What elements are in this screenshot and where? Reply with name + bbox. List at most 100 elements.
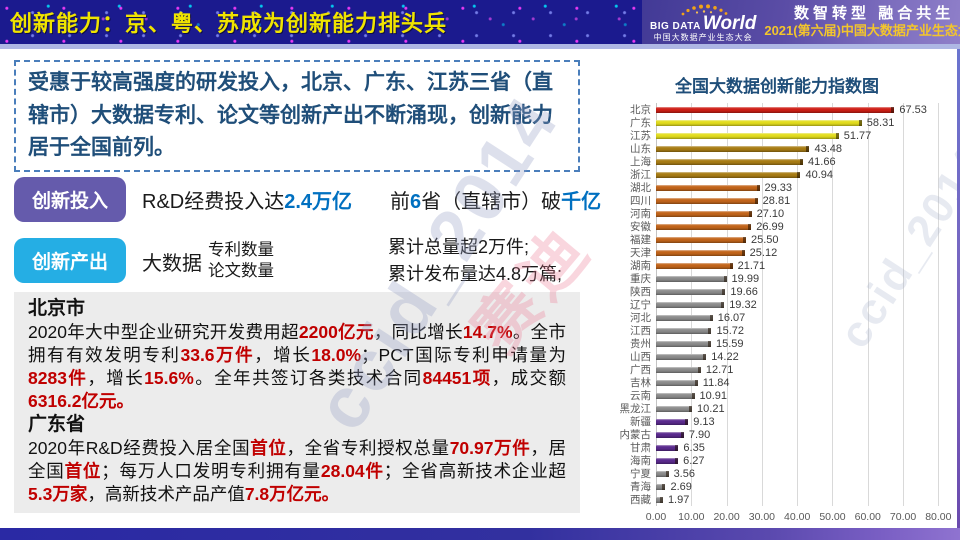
output-stats-line: 大数据 专利数量 论文数量: [142, 238, 274, 284]
investment-stat-1: R&D经费投入达2.4万亿: [142, 185, 352, 214]
text-segment: ；全省高新技术企业超: [383, 461, 567, 481]
paper-total-text: 累计发布量达4.8万篇;: [388, 264, 563, 284]
highlight-value: 首位: [64, 461, 102, 481]
region-details-box: 北京市 2020年大中型企业研究开发费用超2200亿元，同比增长14.7%。全市…: [14, 292, 580, 513]
bar: [656, 379, 698, 386]
bar-category-label: 重庆: [630, 273, 651, 285]
chart-bar-row: 广西 12.71: [598, 363, 956, 377]
highlight-value: 15.6%: [144, 368, 194, 388]
text-segment: ，成交额: [491, 368, 567, 388]
text-segment: ，居全国: [28, 438, 567, 481]
chart-bar-row: 内蒙古 7.90: [598, 428, 956, 442]
logo-subtitle: 中国大数据产业生态大会: [653, 33, 753, 42]
x-axis-tick: 50.00: [819, 511, 846, 523]
bar-value-label: 15.59: [716, 337, 744, 350]
bar-value-label: 6.27: [683, 454, 705, 467]
chart-bar-row: 江苏 51.77: [598, 129, 956, 143]
bar: [656, 353, 707, 360]
bar: [656, 262, 733, 269]
conference-slogans: 数智转型 融合共生 2021(第六届)中国大数据产业生态大会: [764, 5, 960, 40]
innovation-investment-badge: 创新投入: [14, 177, 126, 222]
bar-category-label: 四川: [630, 195, 651, 207]
highlight-value: 70.97万件: [449, 438, 531, 458]
gridline: [867, 103, 869, 506]
bar-category-label: 浙江: [630, 169, 651, 181]
chart-bar-row: 天津 25.12: [598, 246, 956, 260]
investment-stat-2: 前6省（直辖市）破千亿: [390, 185, 601, 214]
bar: [656, 340, 712, 347]
text-segment: ，全省专利授权总量: [286, 438, 450, 458]
highlight-value: 8283件: [28, 368, 88, 388]
page-title: 创新能力：京、粤、苏成为创新能力排头兵: [10, 11, 448, 36]
bar: [656, 392, 695, 399]
highlight-value: 千亿: [561, 191, 602, 213]
bar-category-label: 江苏: [630, 130, 651, 142]
chart-bar-row: 四川 28.81: [598, 194, 956, 208]
beijing-heading: 北京市: [28, 298, 86, 319]
chart-bar-row: 新疆 9.13: [598, 415, 956, 429]
bar-value-label: 27.10: [756, 207, 785, 220]
bar-category-label: 吉林: [630, 377, 651, 389]
innovation-output-badge: 创新产出: [14, 238, 126, 283]
x-axis-tick: 70.00: [889, 511, 917, 523]
highlight-value: 14.7%: [462, 322, 513, 342]
bar: [656, 470, 669, 477]
highlight-value: 6: [410, 191, 422, 213]
bar-value-label: 1.97: [667, 493, 690, 506]
bar-value-label: 19.99: [731, 272, 760, 285]
highlight-value: 7.8万亿元。: [244, 484, 340, 504]
bar: [656, 366, 701, 373]
x-axis-tick: 10.00: [678, 511, 705, 523]
patent-count-label: 专利数量: [208, 241, 274, 260]
bar-category-label: 新疆: [630, 416, 651, 428]
bar-value-label: 9.13: [693, 415, 715, 428]
bar: [656, 405, 693, 412]
bar-value-label: 19.32: [729, 298, 757, 311]
bar-category-label: 上海: [630, 156, 651, 168]
chart-bar-row: 西藏 1.97: [598, 493, 956, 507]
bar: [656, 236, 746, 243]
gridline: [832, 103, 834, 506]
logo-bigdata-text: BIG DATA: [650, 21, 701, 32]
gridline: [726, 103, 728, 506]
gridline: [797, 103, 799, 506]
slogan-line1: 数智转型 融合共生: [794, 4, 955, 22]
guangdong-paragraph: 2020年R&D经费投入居全国首位，全省专利授权总量70.97万件，居全国首位；…: [28, 437, 566, 506]
highlight-value: 18.0%: [311, 345, 362, 365]
bar-category-label: 安徽: [630, 221, 651, 233]
bar: [656, 184, 760, 191]
chart-bar-row: 青海 2.69: [598, 480, 956, 494]
bar: [656, 223, 752, 230]
chart-bar-row: 甘肃 6.35: [598, 441, 956, 455]
highlight-value: 6316.2亿元。: [28, 391, 135, 411]
bar-value-label: 2.69: [670, 480, 692, 493]
chart-bar-row: 上海 41.66: [598, 155, 956, 169]
highlight-value: 28.04件: [320, 461, 384, 481]
bar: [656, 327, 712, 334]
bar-value-label: 10.21: [697, 402, 725, 415]
bar-category-label: 贵州: [630, 338, 651, 350]
chart-bar-row: 湖北 29.33: [598, 181, 956, 195]
text-segment: 省（直辖市）破: [421, 191, 562, 213]
bar: [656, 249, 745, 256]
x-axis-tick: 40.00: [784, 511, 811, 523]
bar-category-label: 宁夏: [630, 468, 651, 480]
bar: [656, 106, 895, 113]
chart-bar-row: 陕西 19.66: [598, 285, 956, 299]
intro-callout-box: 受惠于较高强度的研发投入，北京、广东、江苏三省（直辖市）大数据专利、论文等创新产…: [14, 60, 580, 172]
gridline: [938, 103, 940, 506]
bar-value-label: 43.48: [814, 142, 842, 155]
bar-value-label: 11.84: [702, 376, 730, 389]
header-divider: [0, 44, 960, 49]
bar-category-label: 河南: [630, 208, 651, 220]
gridline: [761, 103, 763, 506]
bar: [656, 158, 804, 165]
bar-value-label: 3.56: [673, 467, 695, 480]
bar: [656, 418, 689, 425]
chart-bar-row: 山西 14.22: [598, 350, 956, 364]
chart-bar-row: 海南 6.27: [598, 454, 956, 468]
slogan-line2: 2021(第六届)中国大数据产业生态大会: [764, 23, 960, 39]
bar-category-label: 黑龙江: [619, 403, 652, 415]
output-results: 累计总量超2万件; 累计发布量达4.8万篇;: [388, 234, 562, 288]
chart-bar-row: 湖南 21.71: [598, 259, 956, 273]
